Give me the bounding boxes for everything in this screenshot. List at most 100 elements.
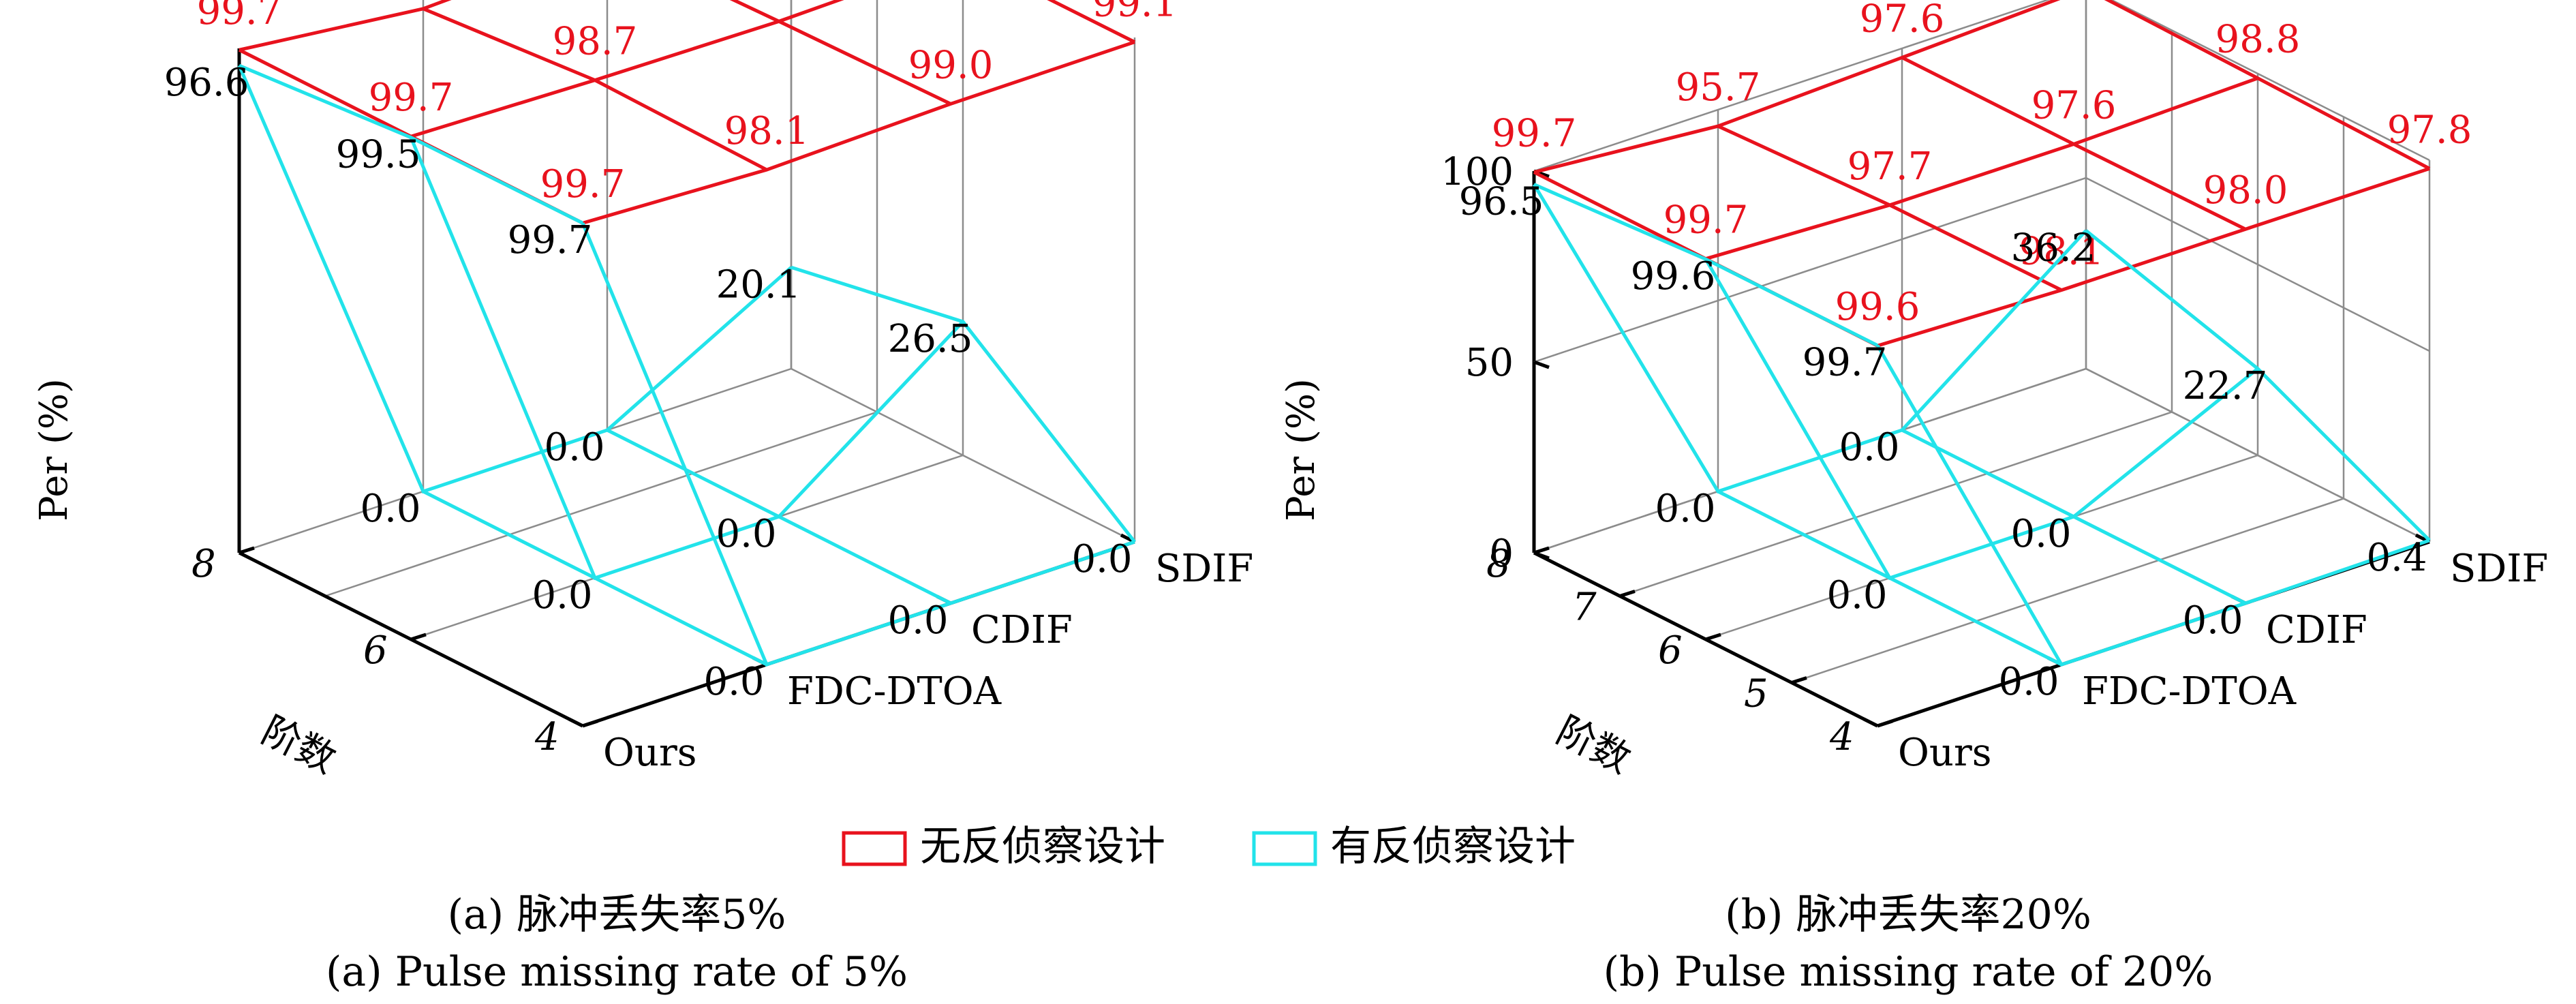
method-label-2: CDIF [2266, 608, 2367, 652]
subplot-b: 0 50 100 Ours FDC-DTOA CDIF SDIF 8 7 6 5 4 Per (%) 阶数… [1279, 0, 2548, 782]
order-tick-2 [582, 719, 598, 728]
series-1-label-0-0: 96.5 [1459, 180, 1544, 224]
method-label-3: SDIF [2450, 547, 2548, 591]
series-1-row-2 [581, 222, 1135, 667]
series-1-col-1 [422, 489, 768, 667]
legend-swatch-with [1252, 831, 1317, 866]
series-0-row-1 [410, 0, 844, 138]
series-1-label-1-0: 99.5 [336, 133, 421, 177]
method-label-1: FDC-DTOA [787, 669, 1002, 714]
z-grid-1 [1533, 177, 2430, 363]
series-1-row-2 [1875, 344, 2430, 667]
series-1-label-1-1: 0.0 [532, 573, 592, 618]
series-0-row-0 [1533, 0, 2061, 174]
series-1-label-1-3: 22.7 [2183, 364, 2268, 408]
series-1-label-2-2: 0.0 [887, 598, 948, 643]
order-tick-0 [239, 546, 255, 555]
z-tick-label-2: 100 [1441, 150, 1514, 194]
order-tick-label-0: 8 [1486, 542, 1511, 586]
series-1-row-1 [1704, 258, 2259, 581]
series-1-label-1-2: 0.0 [716, 512, 776, 556]
order-tick-label-2: 4 [534, 715, 559, 759]
series-1-col-3 [2085, 229, 2431, 542]
series-0-label-2-2: 98.0 [2203, 168, 2288, 213]
order-tick-label-3: 5 [1744, 672, 1768, 716]
series-1-label-2-1: 0.0 [703, 660, 764, 704]
method-tick-0 [1862, 717, 1879, 728]
method-label-1: FDC-DTOA [2082, 669, 2297, 714]
caption-a-cn: (a) 脉冲丢失率5% [448, 891, 786, 939]
series-0-label-2-0: 99.6 [1835, 285, 1920, 329]
series-0-col-1 [1717, 124, 2063, 292]
z-tick-label-1: 50 [1465, 341, 1514, 385]
series-0-col-3 [1047, 0, 1136, 44]
order-tick-label-0: 8 [191, 542, 216, 586]
legend: 无反侦察设计 有反侦察设计 [842, 823, 1576, 870]
series-1-label-0-3: 36.2 [2011, 226, 2096, 270]
series-0-row-2 [582, 40, 1135, 225]
series-1-label-0-1: 0.0 [360, 487, 420, 531]
method-label-3: SDIF [1155, 547, 1253, 591]
series-0-col-2 [729, 0, 952, 106]
caption-b-cn: (b) 脉冲丢失率20% [1725, 891, 2091, 939]
series-0-row-2 [1877, 166, 2430, 348]
series-1-label-2-0: 99.7 [1803, 341, 1888, 385]
series-1-label-2-3: 0.4 [2366, 536, 2427, 580]
series-0-label-2-3: 99.1 [1092, 0, 1178, 26]
series-0-col-2 [1901, 56, 2247, 231]
series-1-label-1-3: 26.5 [888, 317, 973, 361]
series-0-label-0-0: 99.7 [1492, 112, 1577, 156]
series-1-col-3 [791, 265, 1136, 543]
series-1-label-2-0: 99.7 [508, 218, 593, 262]
series-0-label-2-0: 99.7 [540, 162, 626, 207]
order-tick-3 [1791, 676, 1807, 684]
floor-grid-row-1 [1791, 498, 2344, 684]
order-tick-0 [1533, 546, 1550, 555]
series-1-label-0-0: 96.6 [164, 61, 249, 105]
series-1-col-2 [1901, 428, 2247, 605]
series-0-col-1 [423, 7, 768, 172]
series-1-label-1-2: 0.0 [2010, 512, 2071, 556]
series-0-label-1-1: 98.7 [553, 20, 638, 64]
series-1-label-1-1: 0.0 [1826, 573, 1887, 618]
floor-grid-row-3 [1619, 411, 2173, 597]
order-tick-label-2: 6 [1658, 628, 1683, 673]
series-1-label-2-2: 0.0 [2182, 598, 2243, 643]
caption-a-en: (a) Pulse missing rate of 5% [326, 948, 908, 996]
series-0-row-1 [1705, 76, 2258, 261]
series-0-label-2-3: 97.8 [2387, 108, 2472, 152]
series-0-label-2-2: 99.0 [908, 43, 994, 87]
series-1-label-1-0: 99.6 [1631, 254, 1716, 299]
series-0-label-1-1: 97.7 [1847, 144, 1933, 189]
series-1-row-0 [1532, 183, 2087, 494]
series-0-label-1-2: 98.2 [737, 0, 822, 5]
series-1-label-0-2: 0.0 [1839, 425, 1899, 470]
series-1-label-0-1: 0.0 [1655, 487, 1715, 531]
z-axis-title: Per (%) [1279, 378, 1323, 521]
caption-b-en: (b) Pulse missing rate of 20% [1604, 948, 2213, 996]
series-0-row-0 [239, 0, 452, 52]
order-tick-label-1: 6 [363, 628, 388, 673]
z-axis-title: Per (%) [32, 378, 76, 521]
order-tick-label-1: 7 [1572, 585, 1597, 630]
series-1-col-1 [1717, 489, 2063, 667]
series-0-label-0-1: 95.7 [1676, 65, 1761, 110]
z-tick-label-0: 0 [1489, 532, 1514, 576]
order-tick-1 [1619, 590, 1636, 598]
series-0-label-2-1: 98.1 [724, 109, 810, 153]
series-0-label-1-2: 97.6 [2031, 83, 2117, 127]
method-label-0: Ours [603, 731, 696, 775]
order-axis-title: 阶数 [255, 708, 343, 782]
series-1-label-2-1: 0.0 [1998, 660, 2059, 704]
method-tick-0 [568, 717, 584, 728]
series-1-label-0-2: 0.0 [544, 425, 604, 470]
z-grid-2 [1533, 0, 2430, 172]
legend-label-without: 无反侦察设计 [920, 823, 1165, 870]
method-label-0: Ours [1898, 731, 1991, 775]
series-1-col-0 [239, 63, 584, 225]
order-tick-2 [1705, 633, 1721, 641]
order-axis-title: 阶数 [1550, 708, 1638, 782]
series-1-row-0 [237, 65, 793, 494]
